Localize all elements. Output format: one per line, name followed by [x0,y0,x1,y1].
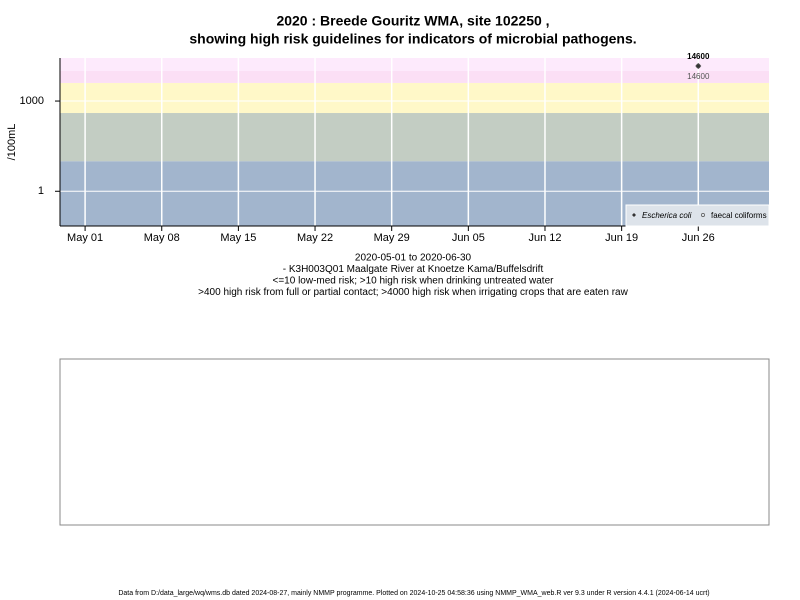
x-tick-label: Jun 12 [528,232,561,244]
x-tick-label: Jun 05 [452,232,485,244]
chart-title: showing high risk guidelines for indicat… [189,31,636,47]
legend-box [625,204,770,227]
annotation: - K3H003Q01 Maalgate River at Knoetze Ka… [283,264,544,275]
value-label: 14600 [687,72,710,81]
x-tick-label: Jun 26 [682,232,715,244]
legend-marker [632,213,636,217]
footer: Data from D:/data_large/wq/wms.db dated … [118,590,709,597]
legend-marker [701,213,705,217]
x-tick-label: May 08 [144,232,180,244]
legend-label: faecal coliforms [711,211,767,220]
data-point [695,63,701,69]
x-tick-label: May 22 [297,232,333,244]
annotation: 2020-05-01 to 2020-06-30 [355,253,472,264]
x-tick-label: Jun 19 [605,232,638,244]
x-tick-label: May 01 [67,232,103,244]
y-tick-label: 1 [38,185,44,197]
chart-title: 2020 : Breede Gouritz WMA, site 102250 , [276,13,549,29]
risk-band [60,82,769,114]
x-tick-label: May 15 [220,232,256,244]
value-label: 14600 [687,52,710,61]
y-axis-label: /100mL [6,124,18,161]
y-tick-label: 1000 [20,95,44,107]
risk-band [60,113,769,162]
empty-panel [59,358,770,526]
risk-band [60,70,769,83]
annotation: >400 high risk from full or partial cont… [198,287,628,298]
risk-band [60,58,769,71]
annotation: <=10 low-med risk; >10 high risk when dr… [273,276,555,287]
legend-label: Escherica coli [642,211,692,220]
x-tick-label: May 29 [374,232,410,244]
